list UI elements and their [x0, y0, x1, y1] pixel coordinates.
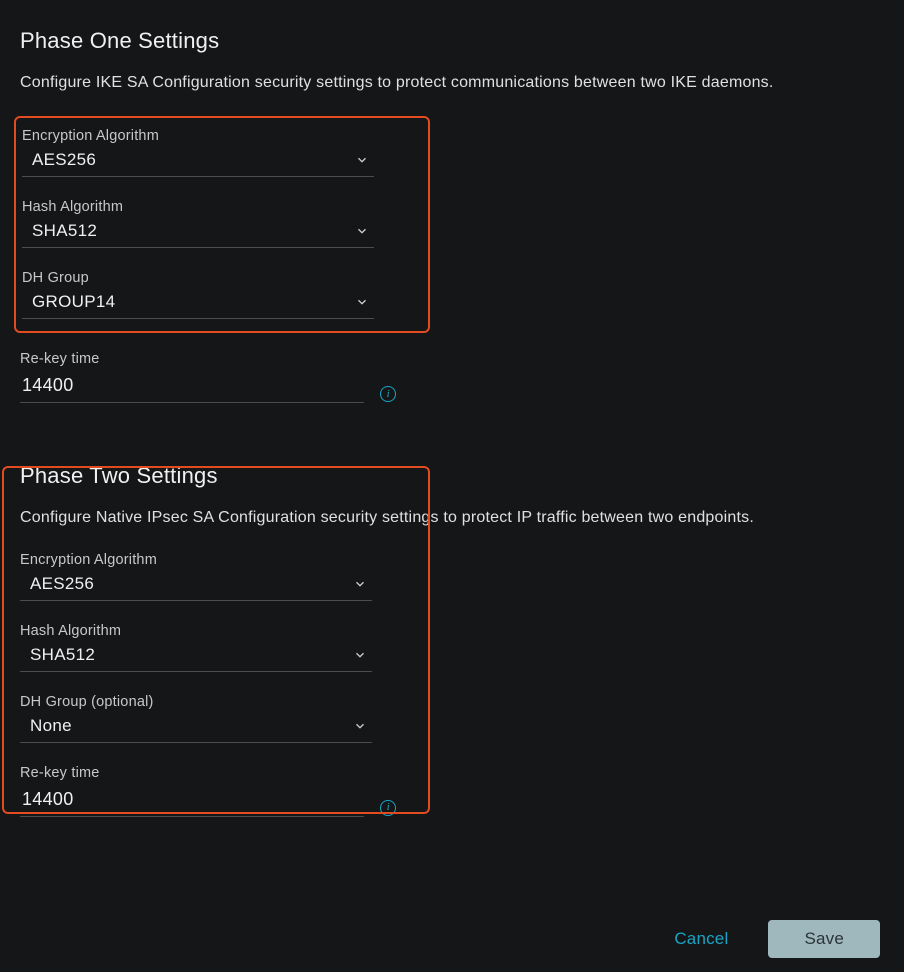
p1-dhgroup-value: GROUP14 — [22, 292, 115, 312]
cancel-button[interactable]: Cancel — [674, 929, 728, 949]
p1-dhgroup-label: DH Group — [22, 270, 374, 286]
chevron-down-icon — [350, 716, 370, 736]
p2-rekey-field: Re-key time — [20, 765, 364, 817]
phase-two-title: Phase Two Settings — [20, 463, 884, 489]
p1-dhgroup-select[interactable]: GROUP14 — [22, 292, 374, 319]
p1-encryption-value: AES256 — [22, 150, 96, 170]
info-icon[interactable]: i — [380, 800, 396, 816]
p1-rekey-label: Re-key time — [20, 351, 364, 367]
p2-hash-label: Hash Algorithm — [20, 623, 372, 639]
p1-rekey-field: Re-key time — [20, 351, 364, 403]
p2-rekey-row: Re-key time i — [20, 765, 396, 839]
p2-dhgroup-label: DH Group (optional) — [20, 694, 372, 710]
p2-encryption-label: Encryption Algorithm — [20, 552, 372, 568]
chevron-down-icon — [352, 292, 372, 312]
p1-hash-value: SHA512 — [22, 221, 97, 241]
p2-hash-select[interactable]: SHA512 — [20, 645, 372, 672]
p1-encryption-select[interactable]: AES256 — [22, 150, 374, 177]
p2-hash-value: SHA512 — [20, 645, 95, 665]
p1-hash-field: Hash Algorithm SHA512 — [22, 199, 374, 248]
p2-encryption-field: Encryption Algorithm AES256 — [20, 552, 372, 601]
p1-rekey-input[interactable] — [20, 373, 364, 403]
p1-hash-label: Hash Algorithm — [22, 199, 374, 215]
info-icon[interactable]: i — [380, 386, 396, 402]
p2-encryption-value: AES256 — [20, 574, 94, 594]
save-button[interactable]: Save — [768, 920, 880, 958]
p2-dhgroup-value: None — [20, 716, 72, 736]
p2-hash-field: Hash Algorithm SHA512 — [20, 623, 372, 672]
footer-actions: Cancel Save — [674, 920, 880, 958]
p2-rekey-input[interactable] — [20, 787, 364, 817]
p1-rekey-row: Re-key time i — [20, 351, 396, 425]
chevron-down-icon — [350, 645, 370, 665]
p2-rekey-label: Re-key time — [20, 765, 364, 781]
p2-encryption-select[interactable]: AES256 — [20, 574, 372, 601]
chevron-down-icon — [352, 150, 372, 170]
chevron-down-icon — [352, 221, 372, 241]
phase-one-section: Phase One Settings Configure IKE SA Conf… — [0, 0, 904, 425]
phase-one-highlight-box: Encryption Algorithm AES256 Hash Algorit… — [14, 116, 430, 333]
phase-one-description: Configure IKE SA Configuration security … — [20, 72, 884, 94]
p1-dhgroup-field: DH Group GROUP14 — [22, 270, 374, 319]
p2-dhgroup-select[interactable]: None — [20, 716, 372, 743]
chevron-down-icon — [350, 574, 370, 594]
p1-hash-select[interactable]: SHA512 — [22, 221, 374, 248]
p1-encryption-label: Encryption Algorithm — [22, 128, 374, 144]
phase-one-title: Phase One Settings — [20, 28, 884, 54]
p1-encryption-field: Encryption Algorithm AES256 — [22, 128, 374, 177]
phase-two-section: Phase Two Settings Configure Native IPse… — [0, 425, 904, 838]
p2-dhgroup-field: DH Group (optional) None — [20, 694, 372, 743]
phase-two-description: Configure Native IPsec SA Configuration … — [20, 507, 884, 529]
